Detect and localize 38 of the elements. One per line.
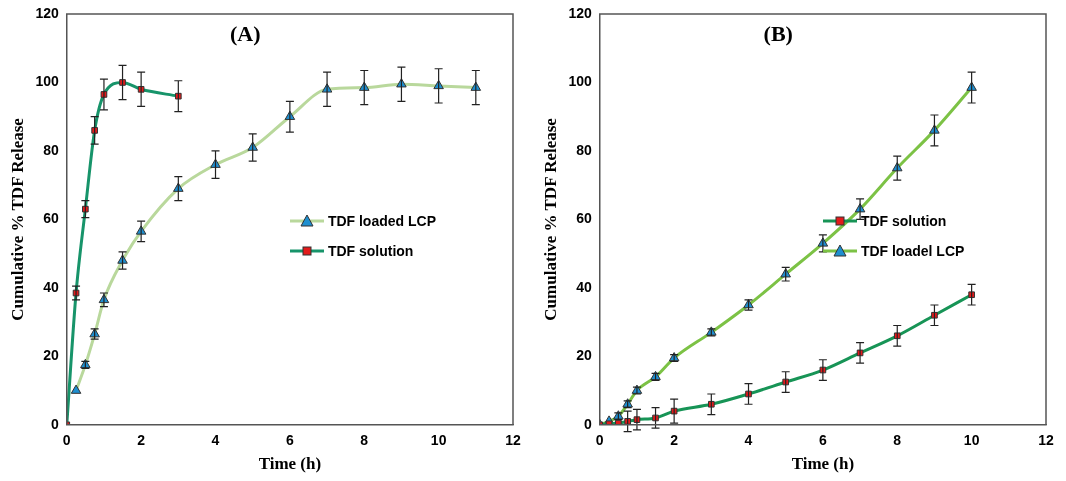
y-tick-label: 40 — [43, 278, 59, 295]
x-tick-label: 4 — [211, 432, 220, 449]
x-tick-label: 8 — [893, 432, 902, 449]
y-tick-label: 120 — [568, 4, 592, 21]
y-tick-label: 80 — [576, 141, 592, 158]
y-tick-label: 20 — [43, 347, 59, 364]
legend-label: TDF solution — [860, 212, 947, 229]
y-tick-label: 120 — [35, 4, 59, 21]
y-tick-label: 100 — [568, 73, 592, 90]
y-tick-label: 60 — [43, 210, 59, 227]
x-tick-label: 6 — [285, 432, 294, 449]
y-tick-label: 40 — [576, 278, 592, 295]
y-tick-label: 0 — [50, 415, 59, 432]
x-tick-label: 2 — [670, 432, 679, 449]
x-tick-label: 6 — [818, 432, 827, 449]
legend-label: TDF loadel LCP — [860, 242, 965, 259]
x-axis-title: Time (h) — [258, 454, 322, 474]
x-tick-label: 12 — [505, 432, 521, 449]
x-tick-label: 10 — [963, 432, 980, 449]
y-axis-title: Cumulative % TDF Release — [540, 117, 560, 321]
x-tick-label: 0 — [62, 432, 71, 449]
y-tick-label: 80 — [43, 141, 59, 158]
y-tick-label: 60 — [576, 210, 592, 227]
legend-label: TDF loaded LCP — [327, 212, 436, 229]
y-tick-label: 0 — [583, 415, 592, 432]
x-tick-label: 0 — [595, 432, 604, 449]
y-axis-title: Cumulative % TDF Release — [7, 117, 27, 321]
x-tick-label: 2 — [137, 432, 146, 449]
annotation: (A) — [229, 20, 261, 46]
x-axis-title: Time (h) — [791, 454, 855, 474]
x-tick-label: 8 — [360, 432, 369, 449]
x-tick-label: 10 — [430, 432, 447, 449]
annotation: (B) — [763, 20, 793, 46]
y-tick-label: 20 — [576, 347, 592, 364]
y-tick-label: 100 — [35, 73, 59, 90]
x-tick-label: 4 — [744, 432, 753, 449]
x-tick-label: 12 — [1038, 432, 1054, 449]
legend-label: TDF solution — [327, 242, 414, 259]
